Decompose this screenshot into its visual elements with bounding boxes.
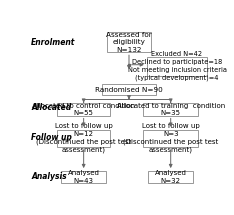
FancyBboxPatch shape: [147, 57, 207, 76]
FancyBboxPatch shape: [143, 130, 198, 147]
Text: Excluded N=42
Declined to participate=18
Not meeting inclusion criteria
(typical: Excluded N=42 Declined to participate=18…: [128, 51, 227, 81]
Text: Randomised N=90: Randomised N=90: [95, 86, 163, 92]
Text: Lost to follow up
N=12
(Discontinued the post test
assessment): Lost to follow up N=12 (Discontinued the…: [36, 123, 131, 154]
FancyBboxPatch shape: [61, 171, 106, 183]
Text: Follow up: Follow up: [31, 133, 72, 142]
Text: Lost to follow up
N=3
(Discontinued the post test
assessment): Lost to follow up N=3 (Discontinued the …: [123, 123, 218, 154]
Text: Allocated to training  condition
N=35: Allocated to training condition N=35: [117, 103, 225, 116]
FancyBboxPatch shape: [102, 84, 156, 95]
FancyBboxPatch shape: [143, 103, 198, 116]
Text: Assessed for
eligibility
N=132: Assessed for eligibility N=132: [106, 32, 152, 53]
FancyBboxPatch shape: [57, 130, 110, 147]
FancyBboxPatch shape: [107, 32, 151, 52]
Text: Analysis: Analysis: [31, 172, 67, 181]
FancyBboxPatch shape: [57, 103, 110, 116]
Text: Analysed
N=32: Analysed N=32: [155, 170, 187, 184]
Text: Allocated to control condition
N=55: Allocated to control condition N=55: [32, 103, 135, 116]
Text: Enrolment: Enrolment: [31, 38, 75, 47]
Text: Allocated: Allocated: [31, 103, 71, 112]
Text: Analysed
N=43: Analysed N=43: [68, 170, 100, 184]
FancyBboxPatch shape: [148, 171, 193, 183]
